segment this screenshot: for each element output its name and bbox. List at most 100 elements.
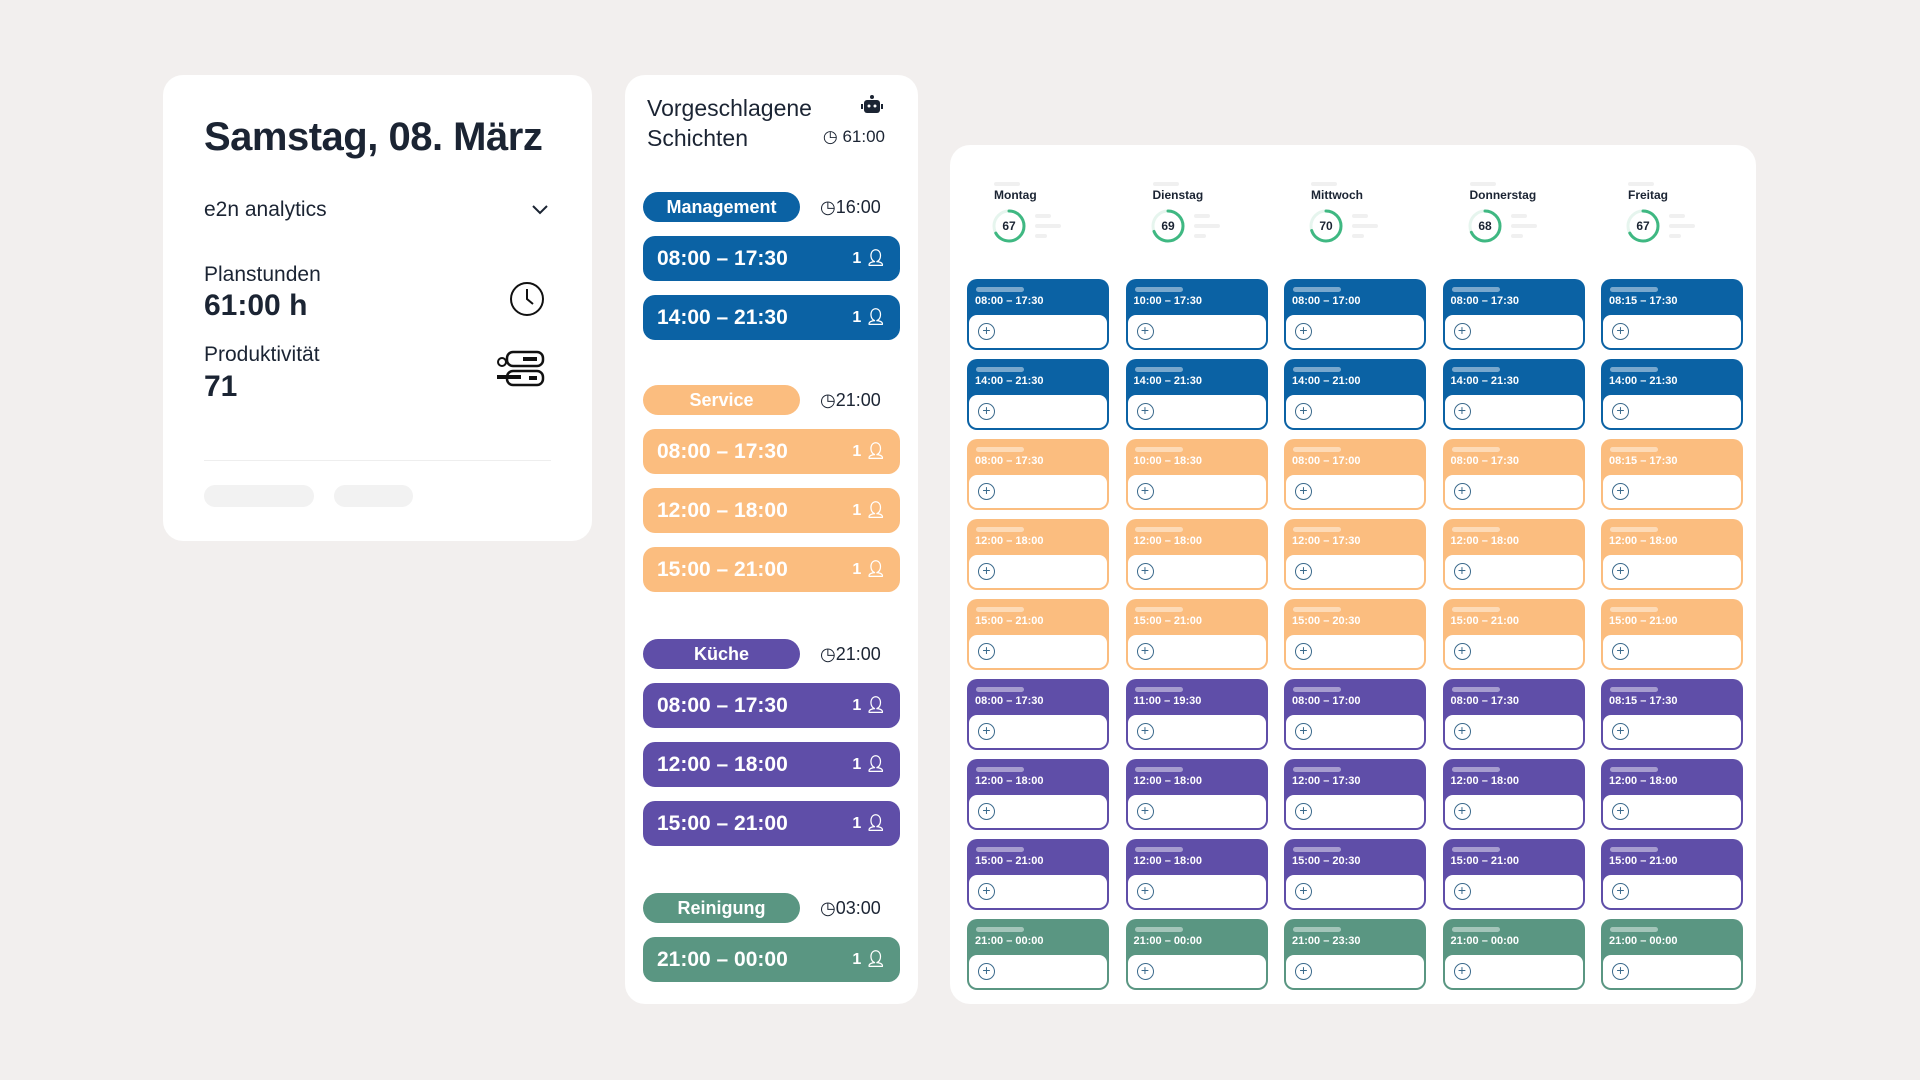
shift-cell-reinigung[interactable]: 21:00 – 23:30 +	[1284, 919, 1426, 990]
add-icon[interactable]: +	[978, 323, 995, 340]
shift-cell-kueche[interactable]: 15:00 – 21:00 +	[967, 839, 1109, 910]
add-icon[interactable]: +	[1136, 803, 1154, 820]
add-icon[interactable]: +	[1295, 483, 1312, 500]
add-icon[interactable]: +	[1136, 643, 1154, 660]
shift-cell-management[interactable]: 14:00 – 21:30 +	[1442, 359, 1585, 430]
shift-cell-service[interactable]: 15:00 – 21:00 +	[1601, 599, 1743, 670]
shift-cell-kueche[interactable]: 08:00 – 17:30 +	[1442, 679, 1585, 750]
add-icon[interactable]: +	[978, 963, 995, 980]
add-icon[interactable]: +	[1612, 723, 1629, 740]
shift-cell-kueche[interactable]: 12:00 – 18:00 +	[1601, 759, 1743, 830]
suggested-shift[interactable]: 14:00 – 21:30 1 👤︎	[643, 295, 900, 340]
shift-cell-management[interactable]: 08:00 – 17:30 +	[1442, 279, 1585, 350]
shift-cell-service[interactable]: 12:00 – 18:00 +	[1442, 519, 1585, 590]
add-icon[interactable]: +	[1295, 963, 1312, 980]
shift-cell-reinigung[interactable]: 21:00 – 00:00 +	[1442, 919, 1585, 990]
add-icon[interactable]: +	[1136, 963, 1154, 980]
org-dropdown[interactable]: e2n analytics	[204, 198, 549, 228]
suggested-shift[interactable]: 21:00 – 00:00 1 👤︎	[643, 937, 900, 982]
shift-cell-reinigung[interactable]: 21:00 – 00:00 +	[1601, 919, 1743, 990]
add-icon[interactable]: +	[978, 403, 995, 420]
add-icon[interactable]: +	[1295, 643, 1312, 660]
shift-cell-management[interactable]: 08:00 – 17:00 +	[1284, 279, 1426, 350]
shift-cell-service[interactable]: 15:00 – 20:30 +	[1284, 599, 1426, 670]
add-icon[interactable]: +	[1612, 883, 1629, 900]
add-icon[interactable]: +	[1136, 403, 1154, 420]
add-icon[interactable]: +	[1612, 963, 1629, 980]
shift-cell-kueche[interactable]: 08:00 – 17:30 +	[967, 679, 1109, 750]
shift-cell-service[interactable]: 15:00 – 21:00 +	[1442, 599, 1585, 670]
add-icon[interactable]: +	[978, 883, 995, 900]
suggested-shift[interactable]: 15:00 – 21:00 1 👤︎	[643, 801, 900, 846]
group-pill-reinigung[interactable]: Reinigung	[643, 893, 800, 923]
shift-cell-kueche[interactable]: 11:00 – 19:30 +	[1125, 679, 1268, 750]
group-pill-kueche[interactable]: Küche	[643, 639, 800, 669]
add-icon[interactable]: +	[1295, 403, 1312, 420]
shift-cell-kueche[interactable]: 12:00 – 18:00 +	[1125, 839, 1268, 910]
add-icon[interactable]: +	[1453, 723, 1471, 740]
shift-cell-kueche[interactable]: 08:00 – 17:00 +	[1284, 679, 1426, 750]
shift-cell-management[interactable]: 08:00 – 17:30 +	[967, 279, 1109, 350]
add-icon[interactable]: +	[1453, 883, 1471, 900]
shift-cell-kueche[interactable]: 15:00 – 21:00 +	[1601, 839, 1743, 910]
add-icon[interactable]: +	[978, 803, 995, 820]
shift-cell-kueche[interactable]: 12:00 – 17:30 +	[1284, 759, 1426, 830]
shift-cell-kueche[interactable]: 12:00 – 18:00 +	[1125, 759, 1268, 830]
add-icon[interactable]: +	[978, 723, 995, 740]
add-icon[interactable]: +	[978, 483, 995, 500]
shift-cell-service[interactable]: 15:00 – 21:00 +	[967, 599, 1109, 670]
add-icon[interactable]: +	[1295, 723, 1312, 740]
add-icon[interactable]: +	[1295, 323, 1312, 340]
shift-cell-service[interactable]: 10:00 – 18:30 +	[1125, 439, 1268, 510]
shift-cell-service[interactable]: 15:00 – 21:00 +	[1125, 599, 1268, 670]
add-icon[interactable]: +	[1612, 323, 1629, 340]
shift-cell-service[interactable]: 12:00 – 18:00 +	[967, 519, 1109, 590]
shift-cell-management[interactable]: 14:00 – 21:30 +	[967, 359, 1109, 430]
shift-cell-service[interactable]: 08:00 – 17:00 +	[1284, 439, 1426, 510]
suggested-shift[interactable]: 08:00 – 17:30 1 👤︎	[643, 236, 900, 281]
group-pill-management[interactable]: Management	[643, 192, 800, 222]
add-icon[interactable]: +	[1612, 483, 1629, 500]
shift-cell-service[interactable]: 12:00 – 18:00 +	[1601, 519, 1743, 590]
shift-cell-reinigung[interactable]: 21:00 – 00:00 +	[967, 919, 1109, 990]
shift-cell-service[interactable]: 12:00 – 17:30 +	[1284, 519, 1426, 590]
shift-cell-service[interactable]: 08:00 – 17:30 +	[967, 439, 1109, 510]
add-icon[interactable]: +	[1295, 563, 1312, 580]
add-icon[interactable]: +	[1453, 563, 1471, 580]
shift-cell-reinigung[interactable]: 21:00 – 00:00 +	[1125, 919, 1268, 990]
add-icon[interactable]: +	[1136, 723, 1154, 740]
add-icon[interactable]: +	[1453, 403, 1471, 420]
shift-cell-kueche[interactable]: 12:00 – 18:00 +	[1442, 759, 1585, 830]
shift-cell-service[interactable]: 08:15 – 17:30 +	[1601, 439, 1743, 510]
suggested-shift[interactable]: 08:00 – 17:30 1 👤︎	[643, 683, 900, 728]
shift-cell-management[interactable]: 08:15 – 17:30 +	[1601, 279, 1743, 350]
add-icon[interactable]: +	[978, 643, 995, 660]
add-icon[interactable]: +	[1612, 563, 1629, 580]
suggested-shift[interactable]: 15:00 – 21:00 1 👤︎	[643, 547, 900, 592]
suggested-shift[interactable]: 12:00 – 18:00 1 👤︎	[643, 488, 900, 533]
add-icon[interactable]: +	[1453, 323, 1471, 340]
add-icon[interactable]: +	[1453, 803, 1471, 820]
add-icon[interactable]: +	[1295, 803, 1312, 820]
add-icon[interactable]: +	[1136, 883, 1154, 900]
shift-cell-management[interactable]: 10:00 – 17:30 +	[1125, 279, 1268, 350]
add-icon[interactable]: +	[1612, 403, 1629, 420]
add-icon[interactable]: +	[1612, 643, 1629, 660]
add-icon[interactable]: +	[1612, 803, 1629, 820]
add-icon[interactable]: +	[1295, 883, 1312, 900]
add-icon[interactable]: +	[1136, 323, 1154, 340]
suggested-shift[interactable]: 12:00 – 18:00 1 👤︎	[643, 742, 900, 787]
shift-cell-kueche[interactable]: 15:00 – 21:00 +	[1442, 839, 1585, 910]
add-icon[interactable]: +	[1136, 483, 1154, 500]
shift-cell-management[interactable]: 14:00 – 21:30 +	[1125, 359, 1268, 430]
shift-cell-management[interactable]: 14:00 – 21:00 +	[1284, 359, 1426, 430]
add-icon[interactable]: +	[1453, 483, 1471, 500]
group-pill-service[interactable]: Service	[643, 385, 800, 415]
shift-cell-service[interactable]: 08:00 – 17:30 +	[1442, 439, 1585, 510]
add-icon[interactable]: +	[1453, 963, 1471, 980]
shift-cell-kueche[interactable]: 15:00 – 20:30 +	[1284, 839, 1426, 910]
shift-cell-kueche[interactable]: 12:00 – 18:00 +	[967, 759, 1109, 830]
shift-cell-service[interactable]: 12:00 – 18:00 +	[1125, 519, 1268, 590]
suggested-shift[interactable]: 08:00 – 17:30 1 👤︎	[643, 429, 900, 474]
add-icon[interactable]: +	[1136, 563, 1154, 580]
